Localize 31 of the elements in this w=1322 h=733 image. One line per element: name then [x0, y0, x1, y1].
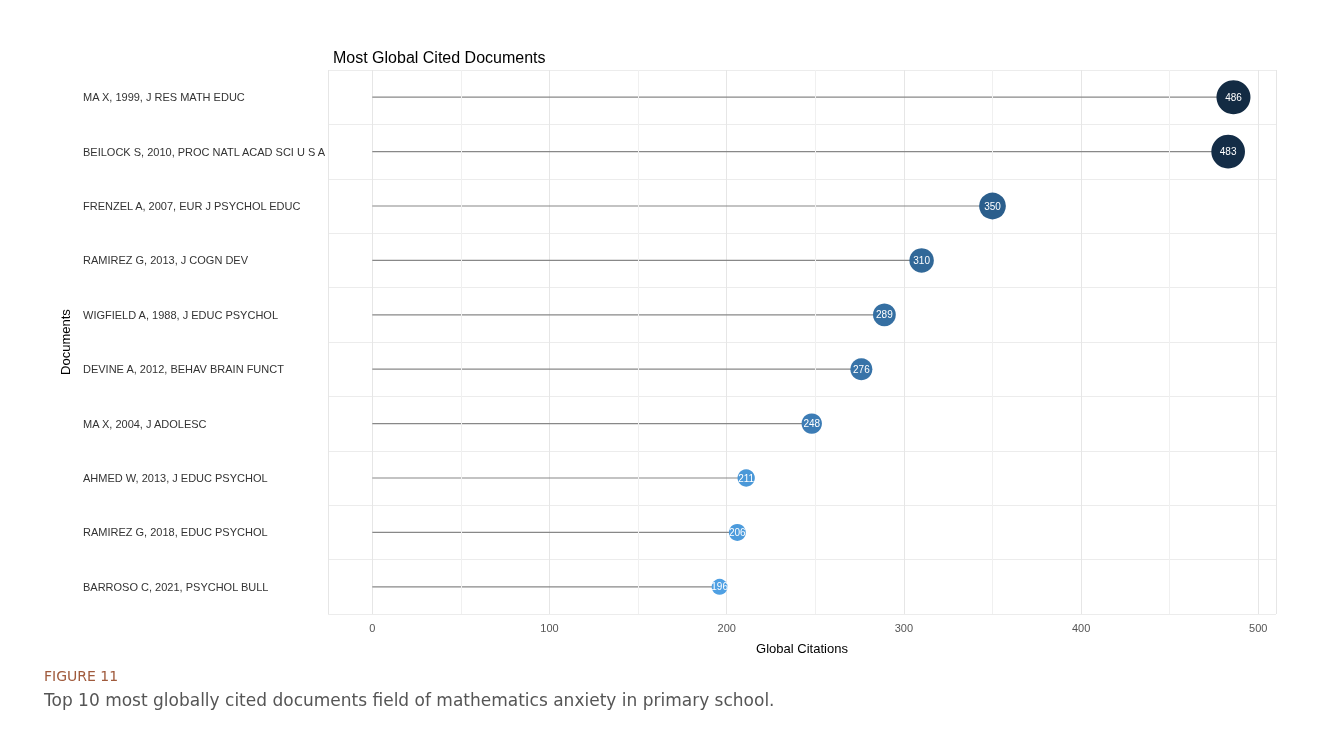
y-tick-label: WIGFIELD A, 1988, J EDUC PSYCHOL: [83, 308, 279, 321]
text: Top 10 most globally cited documents field of mathematics anxiety in primary school.: [44, 690, 775, 710]
y-tick-label: DEVINE A, 2012, BEHAV BRAIN FUNCT: [83, 363, 285, 376]
x-tick-label: 500: [1249, 621, 1268, 634]
data-label: 486: [1225, 91, 1243, 103]
data-label: 289: [876, 309, 894, 321]
y-tick-label: MA X, 1999, J RES MATH EDUC: [83, 91, 245, 104]
data-label: 248: [803, 418, 821, 430]
y-tick-label: MA X, 2004, J ADOLESC: [83, 417, 207, 430]
data-label: 483: [1219, 146, 1237, 158]
x-axis-title: Global Citations: [756, 641, 849, 656]
y-tick-label: FRENZEL A, 2007, EUR J PSYCHOL EDUC: [83, 200, 301, 212]
y-axis-title: Documents: [58, 308, 74, 375]
data-label: 206: [728, 526, 747, 538]
y-tick-label: BEILOCK S, 2010, PROC NATL ACAD SCI U S A: [83, 145, 326, 158]
y-tick-label: RAMIREZ G, 2013, J COGN DEV: [83, 254, 249, 267]
data-label: 196: [711, 581, 729, 593]
data-label: 310: [913, 254, 931, 266]
x-tick-label: 400: [1071, 621, 1091, 634]
y-tick-label: AHMED W, 2013, J EDUC PSYCHOL: [83, 472, 268, 484]
x-tick-label: 300: [894, 621, 914, 634]
x-tick-label: 0: [369, 621, 376, 634]
chart-title: Most Global Cited Documents: [333, 48, 546, 66]
caption: FIGURE 11: [44, 668, 120, 684]
data-label: 276: [853, 363, 871, 375]
data-label: 350: [984, 200, 1002, 212]
y-tick-label: BARROSO C, 2021, PSYCHOL BULL: [83, 580, 269, 593]
x-tick-label: 200: [717, 621, 736, 634]
data-label: 211: [738, 472, 755, 484]
x-tick-label: 100: [540, 621, 559, 634]
y-tick-label: RAMIREZ G, 2018, EDUC PSYCHOL: [83, 526, 268, 539]
